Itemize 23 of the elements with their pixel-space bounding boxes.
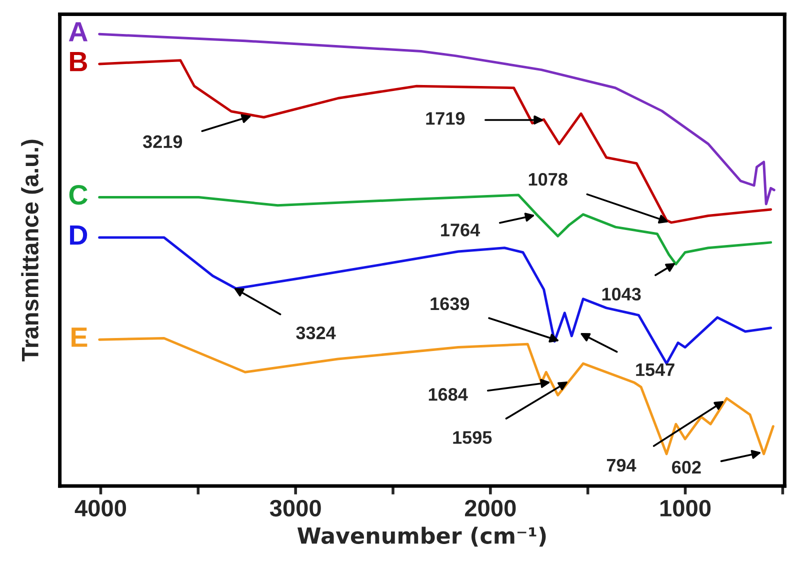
y-axis-title: Transmittance (a.u.) <box>21 140 44 362</box>
series-label: C <box>69 185 88 205</box>
annotation: 1684 <box>428 388 468 401</box>
annotation: 794 <box>606 458 636 472</box>
series-label: D <box>70 226 88 245</box>
annotation: 1547 <box>636 364 674 376</box>
annotation: 1719 <box>426 112 465 125</box>
annotation: 1595 <box>453 431 492 444</box>
series-label: E <box>72 328 88 347</box>
annotation: 3324 <box>296 326 336 340</box>
series-label: B <box>70 52 87 72</box>
annotation: 1764 <box>441 224 480 236</box>
x-tick-label: 4000 <box>74 500 126 517</box>
annotation: 3219 <box>142 135 182 148</box>
x-tick-label: 3000 <box>270 500 321 517</box>
annotation: 602 <box>672 460 701 474</box>
x-tick-label: 2000 <box>464 500 516 517</box>
series-label: A <box>68 22 88 42</box>
x-axis-title: Wavenumber (cm⁻¹) <box>297 526 546 547</box>
annotation: 1639 <box>430 297 470 310</box>
x-tick-label: 1000 <box>660 500 711 517</box>
annotation: 1078 <box>528 172 568 186</box>
annotation: 1043 <box>602 288 641 301</box>
